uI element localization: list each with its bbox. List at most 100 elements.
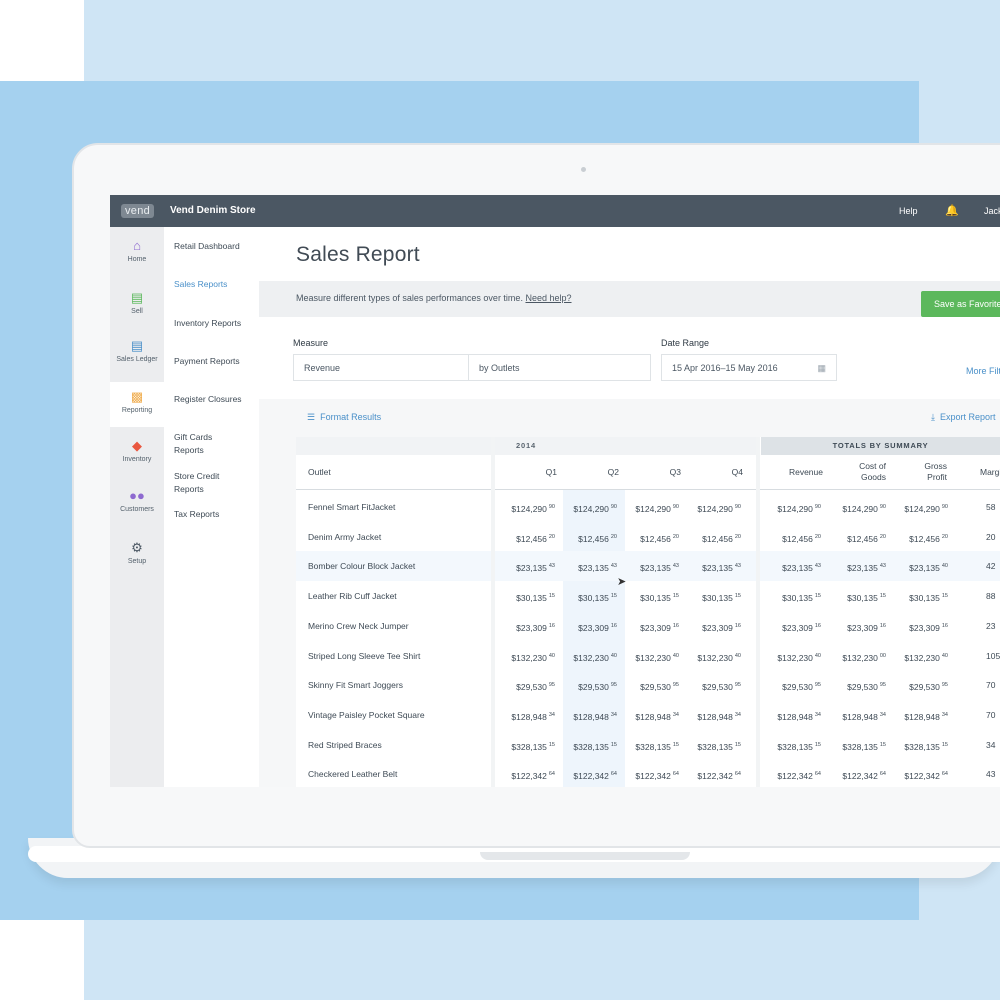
nav-item-reporting[interactable]: ▩ Reporting: [110, 382, 164, 427]
home-icon: ⌂: [133, 238, 141, 253]
col-header-gross-profit[interactable]: Gross Profit: [888, 455, 947, 489]
register-icon: ▤: [130, 290, 144, 305]
more-filters-link[interactable]: More Filters: [966, 366, 1000, 376]
col-header-cost-line2: Goods: [860, 472, 886, 482]
col-header-q3[interactable]: Q3: [669, 466, 681, 477]
group-by-select[interactable]: by Outlets: [468, 354, 651, 381]
ledger-icon: ▤: [130, 338, 144, 353]
group-header-year: 2014: [296, 437, 756, 455]
col-header-q1[interactable]: Q1: [545, 466, 557, 477]
cell-q4: $124,290 90: [681, 492, 741, 522]
cell-value: $328,135: [904, 741, 940, 752]
cell-q3: $12,456 20: [619, 522, 679, 552]
nav-item-label: Home: [127, 256, 147, 263]
cell-cents: 95: [941, 682, 948, 689]
subnav-payment-reports[interactable]: Payment Reports: [174, 356, 240, 366]
cell-value: $124,290: [573, 503, 609, 514]
subnav-register-closures[interactable]: Register Closures: [174, 394, 242, 404]
cell-cents: 64: [548, 771, 555, 778]
measure-select[interactable]: Revenue: [293, 354, 469, 381]
table-row[interactable]: Striped Long Sleeve Tee Shirt $132,230 40 $…: [296, 641, 1000, 671]
cell-cents: 40: [814, 652, 821, 659]
nav-item-label: Customers: [120, 506, 154, 513]
cell-q4: $128,948 34: [681, 700, 741, 730]
cell-gross-profit: $124,290 90: [882, 492, 948, 522]
subnav-store-credit-reports[interactable]: Store Credit Reports: [174, 471, 220, 494]
save-as-favorite-button[interactable]: Save as Favorite: [921, 291, 1000, 317]
help-link[interactable]: Need help?: [525, 293, 572, 303]
help-link[interactable]: Help: [899, 206, 918, 216]
cell-q2: $132,230 40: [557, 641, 617, 671]
cell-value: $23,135: [578, 563, 609, 574]
user-menu[interactable]: Jack: [984, 206, 1000, 216]
cell-value: $328,135: [573, 741, 609, 752]
cell-q4: $132,230 40: [681, 641, 741, 671]
info-description: Measure different types of sales perform…: [296, 293, 523, 303]
cell-value: $30,135: [578, 592, 609, 603]
cell-cost-of-goods: $132,230 00: [820, 641, 886, 671]
table-row[interactable]: Leather Rib Cuff Jacket $30,135 15 $30,135 1…: [296, 581, 1000, 611]
table-row[interactable]: Denim Army Jacket $12,456 20 $12,456 20 $12,4…: [296, 522, 1000, 552]
nav-item-label: Inventory: [122, 456, 152, 463]
nav-item-sell[interactable]: ▤ Sell: [110, 291, 164, 331]
nav-item-setup[interactable]: ⚙ Setup: [110, 541, 164, 581]
cell-value: $23,135: [702, 563, 733, 574]
table-row[interactable]: Fennel Smart FitJacket $124,290 90 $124,290…: [296, 492, 1000, 522]
cell-cents: 15: [610, 593, 617, 600]
col-header-margin[interactable]: Margin: [980, 466, 1000, 477]
col-header-q2[interactable]: Q2: [607, 466, 619, 477]
cell-value: $328,135: [842, 741, 878, 752]
col-header-cost-line1: Cost of: [859, 461, 886, 471]
col-header-revenue[interactable]: Revenue: [788, 466, 823, 477]
cell-cents: 40: [941, 563, 948, 570]
cell-cents: 40: [610, 652, 617, 659]
cell-value: $23,309: [847, 622, 878, 633]
nav-item-home[interactable]: ⌂ Home: [110, 239, 164, 279]
cell-value: $132,230: [904, 652, 940, 663]
cell-q4: $23,309 16: [681, 611, 741, 641]
nav-item-inventory[interactable]: ◆ Inventory: [110, 439, 164, 479]
cell-revenue: $124,290 90: [755, 492, 821, 522]
export-report-button[interactable]: ⤓ Export Report: [931, 412, 996, 423]
cell-value: $30,135: [909, 592, 940, 603]
subnav-sales-reports[interactable]: Sales Reports: [174, 279, 228, 289]
table-row[interactable]: Vintage Paisley Pocket Square $128,948 34 $…: [296, 700, 1000, 730]
cell-value: $30,135: [640, 592, 671, 603]
table-row[interactable]: Bomber Colour Block Jacket $23,135 43 $23,1…: [296, 551, 1000, 582]
cell-cents: 43: [672, 563, 679, 570]
cell-cents: 43: [879, 563, 886, 570]
tag-icon: ◆: [132, 438, 142, 453]
cell-q2: $23,309 16: [557, 611, 617, 641]
cell-margin: 70: [986, 680, 996, 691]
table-row[interactable]: Merino Crew Neck Jumper $23,309 16 $23,309 1…: [296, 611, 1000, 641]
cell-cents: 43: [548, 563, 555, 570]
cell-gross-profit: $23,135 40: [882, 551, 948, 581]
cell-cents: 15: [734, 593, 741, 600]
cell-value: $132,230: [697, 652, 733, 663]
format-results-button[interactable]: ☰ Format Results: [307, 412, 381, 423]
cell-q2: $29,530 95: [557, 670, 617, 700]
col-header-q4[interactable]: Q4: [731, 466, 743, 477]
date-range-value: 15 Apr 2016–15 May 2016: [672, 363, 778, 373]
table-row[interactable]: Skinny Fit Smart Joggers $29,530 95 $29,530…: [296, 670, 1000, 700]
table-row[interactable]: Red Striped Braces $328,135 15 $328,135 15 $3…: [296, 730, 1000, 760]
nav-item-sales-ledger[interactable]: ▤ Sales Ledger: [110, 339, 164, 381]
cell-cents: 34: [941, 711, 948, 718]
cell-cost-of-goods: $12,456 20: [820, 522, 886, 552]
subnav-inventory-reports[interactable]: Inventory Reports: [174, 318, 242, 328]
col-header-cost-of-goods[interactable]: Cost of Goods: [826, 455, 886, 489]
info-bar: Measure different types of sales perform…: [259, 281, 1000, 317]
date-range-input[interactable]: 15 Apr 2016–15 May 2016 ▦: [661, 354, 837, 381]
subnav-retail-dashboard[interactable]: Retail Dashboard: [174, 241, 240, 251]
subnav-gift-cards-reports[interactable]: Gift Cards Reports: [174, 432, 213, 455]
cell-outlet: Denim Army Jacket: [308, 531, 382, 542]
vend-logo[interactable]: vend: [121, 204, 155, 218]
bell-icon[interactable]: 🔔: [945, 205, 959, 217]
nav-item-customers[interactable]: ●● Customers: [110, 489, 164, 529]
q2-column-highlight: [563, 489, 625, 787]
col-header-outlet[interactable]: Outlet: [308, 466, 331, 477]
cell-q3: $122,342 64: [619, 759, 679, 787]
table-row[interactable]: Checkered Leather Belt $122,342 64 $122,342…: [296, 759, 1000, 787]
cell-margin: 23: [986, 620, 996, 631]
subnav-tax-reports[interactable]: Tax Reports: [174, 509, 220, 519]
